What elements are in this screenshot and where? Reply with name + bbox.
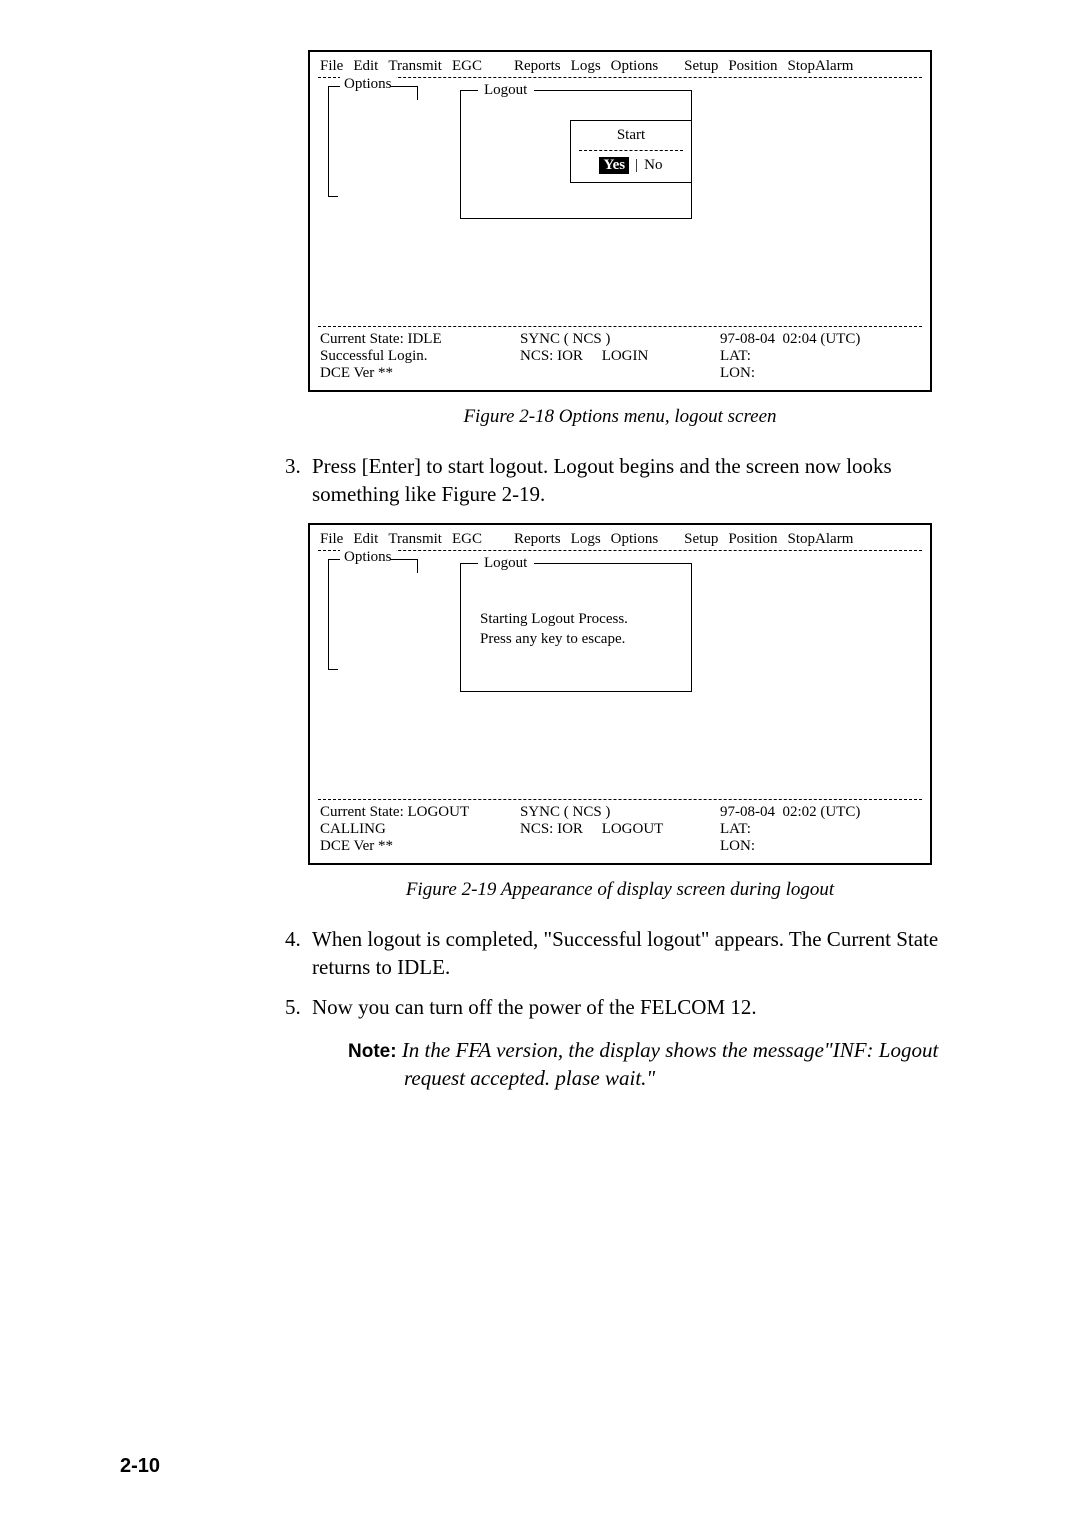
menu-setup[interactable]: Setup	[684, 531, 718, 548]
status-line2: Successful Login.	[320, 348, 520, 365]
menu-setup[interactable]: Setup	[684, 58, 718, 75]
menubar: File Edit Transmit EGC Reports Logs Opti…	[310, 52, 930, 77]
step-list-b: When logout is completed, "Successful lo…	[280, 925, 960, 1022]
status-line3: DCE Ver **	[320, 365, 520, 382]
step-3: Press [Enter] to start logout. Logout be…	[306, 452, 960, 509]
menu-edit[interactable]: Edit	[353, 531, 378, 548]
status-lon: LON:	[720, 838, 920, 855]
menu-transmit[interactable]: Transmit	[388, 531, 442, 548]
logout-msg-1: Starting Logout Process.	[480, 609, 628, 629]
menu-position[interactable]: Position	[728, 531, 777, 548]
note: Note: In the FFA version, the display sh…	[348, 1036, 960, 1093]
logout-message: Starting Logout Process. Press any key t…	[480, 609, 628, 650]
options-group-label: Options	[340, 549, 396, 566]
status-lat: LAT:	[720, 348, 920, 365]
menu-egc[interactable]: EGC	[452, 531, 482, 548]
status-datetime: 97-08-04 02:02 (UTC)	[720, 804, 920, 821]
menu-options[interactable]: Options	[611, 531, 659, 548]
screen2-content: Options Logout Starting Logout Process. …	[310, 551, 930, 799]
status-sync: SYNC ( NCS )	[520, 331, 720, 348]
status-lat: LAT:	[720, 821, 920, 838]
figure-caption-2: Figure 2-19 Appearance of display screen…	[280, 879, 960, 901]
menu-reports[interactable]: Reports	[514, 531, 561, 548]
status-line2: CALLING	[320, 821, 520, 838]
status-datetime: 97-08-04 02:04 (UTC)	[720, 331, 920, 348]
menu-egc[interactable]: EGC	[452, 58, 482, 75]
status-lon: LON:	[720, 365, 920, 382]
logout-group-label: Logout	[480, 555, 531, 572]
status-sync: SYNC ( NCS )	[520, 804, 720, 821]
no-option[interactable]: No	[644, 157, 662, 174]
start-title: Start	[571, 127, 691, 144]
status-bar-2: Current State: LOGOUT SYNC ( NCS ) 97-08…	[310, 800, 930, 863]
step-list-a: Press [Enter] to start logout. Logout be…	[280, 452, 960, 509]
menu-transmit[interactable]: Transmit	[388, 58, 442, 75]
logout-group-label: Logout	[480, 82, 531, 99]
menu-file[interactable]: File	[320, 58, 343, 75]
status-ncs: NCS: IOR LOGOUT	[520, 821, 720, 838]
start-dialog: Start Yes | No	[570, 120, 692, 183]
menu-stopalarm[interactable]: StopAlarm	[788, 58, 854, 75]
menubar-2: File Edit Transmit EGC Reports Logs Opti…	[310, 525, 930, 550]
note-body: In the FFA version, the display shows th…	[402, 1038, 939, 1091]
step-4: When logout is completed, "Successful lo…	[306, 925, 960, 982]
menu-logs[interactable]: Logs	[571, 531, 601, 548]
status-line3: DCE Ver **	[320, 838, 520, 855]
menu-position[interactable]: Position	[728, 58, 777, 75]
yes-option[interactable]: Yes	[599, 157, 629, 174]
status-bar-1: Current State: IDLE SYNC ( NCS ) 97-08-0…	[310, 327, 930, 390]
status-ncs: NCS: IOR LOGIN	[520, 348, 720, 365]
options-group-label: Options	[340, 76, 396, 93]
status-state: Current State: IDLE	[320, 331, 520, 348]
menu-options[interactable]: Options	[611, 58, 659, 75]
menu-file[interactable]: File	[320, 531, 343, 548]
page-number: 2-10	[120, 1455, 160, 1478]
menu-stopalarm[interactable]: StopAlarm	[788, 531, 854, 548]
option-divider: |	[635, 157, 638, 174]
menu-logs[interactable]: Logs	[571, 58, 601, 75]
screen-2: File Edit Transmit EGC Reports Logs Opti…	[308, 523, 932, 865]
screen-1: File Edit Transmit EGC Reports Logs Opti…	[308, 50, 932, 392]
note-label: Note:	[348, 1041, 397, 1062]
figure-caption-1: Figure 2-18 Options menu, logout screen	[280, 406, 960, 428]
logout-msg-2: Press any key to escape.	[480, 629, 628, 649]
step-5: Now you can turn off the power of the FE…	[306, 993, 960, 1021]
menu-reports[interactable]: Reports	[514, 58, 561, 75]
menu-edit[interactable]: Edit	[353, 58, 378, 75]
screen1-content: Options Logout Start Yes | No	[310, 78, 930, 326]
status-state: Current State: LOGOUT	[320, 804, 520, 821]
